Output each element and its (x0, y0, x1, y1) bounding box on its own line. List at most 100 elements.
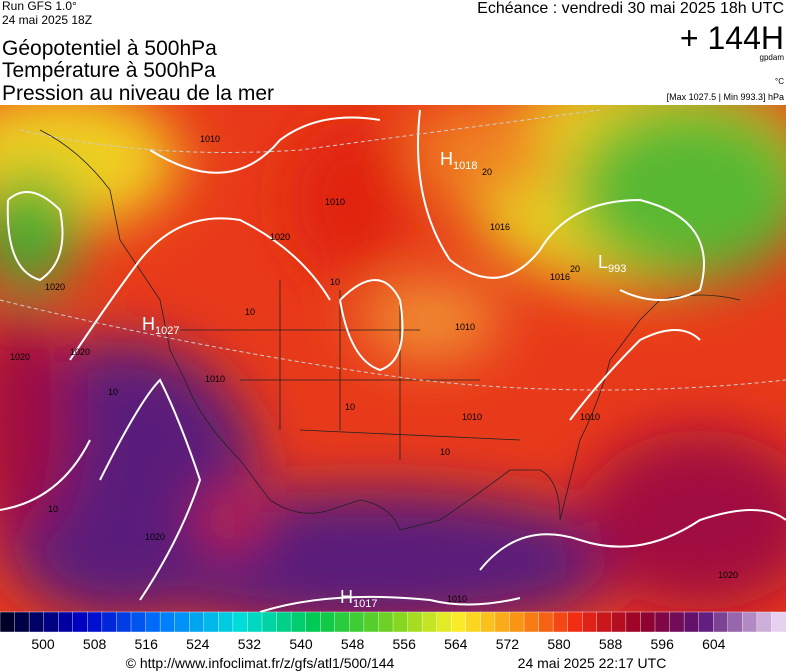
isobar-label: 1020 (270, 232, 290, 242)
temperature-label: 10 (245, 307, 255, 317)
colorbar-swatch (523, 611, 540, 633)
pressure-center: L993 (598, 252, 626, 275)
colorbar-swatch (43, 611, 59, 633)
colorbar-swatch (640, 611, 656, 633)
colorbar-swatch (14, 611, 30, 633)
colorbar-swatch (159, 611, 176, 633)
colorbar-swatch (509, 611, 525, 633)
lead-time: + 144H (680, 20, 784, 56)
colorbar-label: 588 (599, 636, 623, 652)
colorbar-swatch (669, 611, 685, 633)
isobar-label: 1010 (455, 322, 475, 332)
colorbar-swatch (58, 611, 74, 633)
isobar-label: 1010 (580, 412, 600, 422)
colorbar-swatch (654, 611, 671, 633)
colorbar-swatch (203, 611, 220, 633)
colorbar-swatch (378, 611, 394, 633)
colorbar-swatch (218, 611, 234, 633)
isobar-label: 1020 (10, 352, 30, 362)
colorbar-swatch (436, 611, 452, 633)
colorbar-swatch (567, 611, 583, 633)
colorbar-swatch (771, 611, 786, 633)
colorbar-label: 524 (186, 636, 210, 652)
colorbar-label: 580 (547, 636, 571, 652)
colorbar-swatch (727, 611, 744, 633)
colorbar-swatch (247, 611, 263, 633)
colorbar-label: 508 (83, 636, 107, 652)
center-letter: H (440, 149, 453, 169)
colorbar-swatch (552, 611, 569, 633)
colorbar-label: 564 (444, 636, 468, 652)
colorbar-swatch (87, 611, 103, 633)
pressure-center: H1018 (440, 149, 477, 172)
colorbar-swatch (101, 611, 118, 633)
colorbar-swatch (465, 611, 482, 633)
unit-temperature: °C (775, 77, 784, 86)
colorbar-swatch (582, 611, 598, 633)
isobar-label: 1020 (145, 532, 165, 542)
title: Pression au niveau de la mer (2, 82, 274, 105)
isobar-label: 1010 (205, 374, 225, 384)
temperature-label: 20 (482, 167, 492, 177)
colorbar-label: 540 (289, 636, 313, 652)
center-value: 1018 (453, 160, 477, 172)
isobar-label: 1020 (718, 570, 738, 580)
colorbar-label: 532 (238, 636, 262, 652)
valid-time: Echéance : vendredi 30 mai 2025 18h UTC (477, 0, 784, 17)
pressure-center: H1027 (142, 314, 179, 337)
colorbar-swatch (625, 611, 642, 633)
pressure-range: [Max 1027.5 | Min 993.3] hPa (667, 92, 784, 102)
center-value: 1017 (353, 598, 377, 610)
colorbar-swatch (174, 611, 190, 633)
colorbar-swatch (145, 611, 161, 633)
center-letter: L (598, 252, 608, 272)
colorbar-swatch (451, 611, 467, 633)
isobar-label: 1010 (462, 412, 482, 422)
colorbar-swatch (538, 611, 554, 633)
generated-time: 24 mai 2025 22:17 UTC (518, 655, 667, 671)
temperature-label: 10 (108, 387, 118, 397)
run-label: Run GFS 1.0° (2, 0, 77, 13)
isobar-label: 1010 (200, 134, 220, 144)
isobar-label: 1020 (70, 347, 90, 357)
colorbar-swatch (713, 611, 729, 633)
isobar-label: 1010 (325, 197, 345, 207)
colorbar-swatch (392, 611, 409, 633)
isobar-label: 1020 (45, 282, 65, 292)
colorbar-label: 556 (393, 636, 417, 652)
map: H1018L993H1027H1017101010101020101610201… (0, 105, 786, 612)
colorbar-swatch (261, 611, 278, 633)
center-letter: H (142, 314, 155, 334)
center-value: 1027 (155, 325, 179, 337)
colorbar-swatch (756, 611, 773, 633)
title: Température à 500hPa (2, 59, 216, 82)
colorbar-label: 604 (702, 636, 726, 652)
run-date: 24 mai 2025 18Z (2, 13, 92, 27)
colorbar-swatch (28, 611, 45, 633)
center-letter: H (340, 587, 353, 607)
colorbar-swatch (72, 611, 89, 633)
colorbar-label: 572 (496, 636, 520, 652)
colorbar-swatch (349, 611, 365, 633)
colorbar-swatch (320, 611, 336, 633)
colorbar-swatch (334, 611, 351, 633)
colorbar-swatch (116, 611, 132, 633)
colorbar: 500 508 516 524 532 540 548 556 564 572 580 588 596 6… (0, 611, 786, 652)
colorbar-swatch (480, 611, 496, 633)
temperature-label: 10 (48, 504, 58, 514)
source-url: © http://www.infoclimat.fr/z/gfs/atl1/50… (126, 655, 395, 671)
pressure-center: H1017 (340, 587, 377, 610)
temperature-label: 10 (345, 402, 355, 412)
colorbar-label: 516 (135, 636, 159, 652)
temperature-label: 20 (570, 264, 580, 274)
colorbar-swatch (494, 611, 511, 633)
colorbar-swatch (698, 611, 714, 633)
colorbar-swatch (130, 611, 147, 633)
isobar-label: 1016 (490, 222, 510, 232)
temperature-label: 10 (440, 447, 450, 457)
colorbar-swatch (421, 611, 438, 633)
colorbar-swatch (742, 611, 758, 633)
colorbar-swatch (276, 611, 292, 633)
colorbar-label: 596 (651, 636, 675, 652)
